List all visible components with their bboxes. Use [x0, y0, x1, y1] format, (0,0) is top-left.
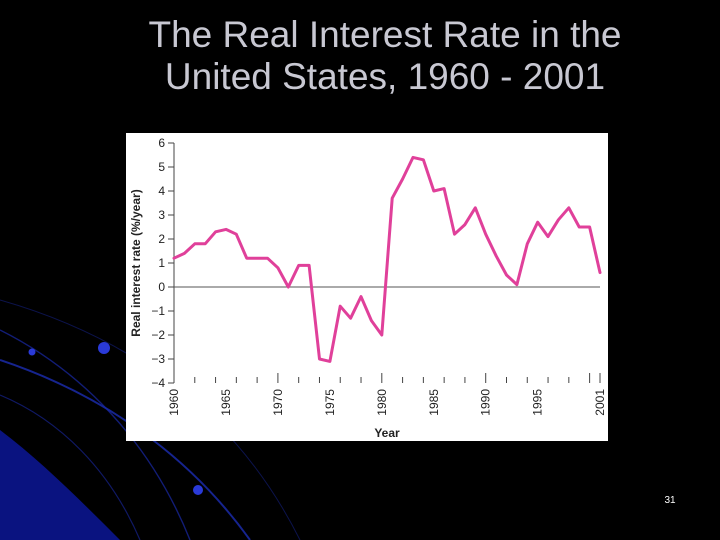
y-tick-label: −3: [151, 352, 165, 366]
y-axis-title: Real interest rate (%/year): [129, 189, 143, 336]
x-tick-label: 1980: [375, 389, 389, 416]
y-tick-label: 4: [158, 184, 165, 198]
x-tick-label: 1960: [167, 389, 181, 416]
x-tick-label: 1965: [219, 389, 233, 416]
x-tick-label: 1985: [427, 389, 441, 416]
x-axis-title: Year: [374, 426, 400, 440]
real-interest-rate-series-line: [172, 155, 602, 363]
slide-title-line-2: United States, 1960 - 2001: [164, 56, 606, 97]
y-tick-label: −4: [151, 376, 165, 390]
slide-title-line-1: The Real Interest Rate in the: [148, 14, 622, 55]
x-tick-label: 1990: [479, 389, 493, 416]
y-tick-label: 0: [158, 280, 165, 294]
x-tick-label: 1970: [271, 389, 285, 416]
chart-panel: 6 5 4 3 2 1 0 −1 −2 −3 −4 1960 1965 1970 1975 1980 1985 1…: [126, 133, 608, 441]
y-tick-label: 5: [158, 160, 165, 174]
y-tick-label: 3: [158, 208, 165, 222]
y-tick-label: −1: [151, 304, 165, 318]
x-tick-label: 2001: [593, 389, 607, 416]
y-tick-label: 1: [158, 256, 165, 270]
slide-title: The Real Interest Rate in the United Sta…: [100, 14, 670, 98]
y-tick-label: −2: [151, 328, 165, 342]
y-tick-label: 2: [158, 232, 165, 246]
y-tick-label: 6: [158, 136, 165, 150]
x-tick-label: 1995: [531, 389, 545, 416]
x-tick-label: 1975: [323, 389, 337, 416]
slide-number: 31: [664, 495, 676, 506]
